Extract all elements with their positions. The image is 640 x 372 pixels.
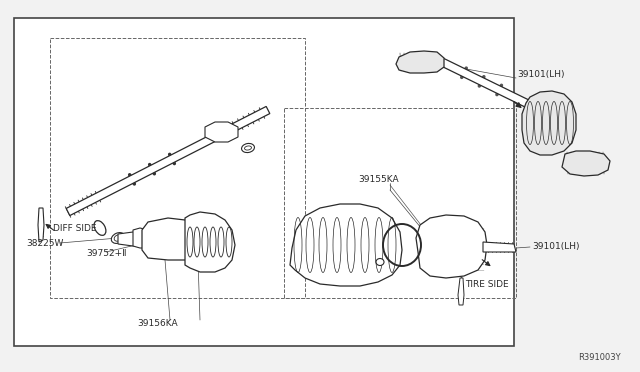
Text: 39752+Ⅱ: 39752+Ⅱ bbox=[86, 248, 127, 257]
Polygon shape bbox=[396, 51, 444, 73]
Bar bbox=[284, 108, 516, 298]
Ellipse shape bbox=[94, 221, 106, 235]
Polygon shape bbox=[562, 151, 610, 176]
Polygon shape bbox=[66, 106, 270, 215]
Text: DIFF SIDE: DIFF SIDE bbox=[53, 224, 97, 233]
Polygon shape bbox=[522, 91, 576, 155]
Text: 38225W: 38225W bbox=[26, 238, 63, 247]
Text: R391003Y: R391003Y bbox=[578, 353, 621, 362]
Polygon shape bbox=[290, 204, 402, 286]
Polygon shape bbox=[142, 218, 198, 260]
Ellipse shape bbox=[114, 235, 122, 241]
Polygon shape bbox=[133, 228, 154, 248]
Bar bbox=[50, 38, 305, 298]
Text: 39155KA: 39155KA bbox=[358, 176, 399, 185]
Polygon shape bbox=[458, 278, 464, 305]
Polygon shape bbox=[118, 232, 140, 246]
Ellipse shape bbox=[195, 253, 202, 259]
Polygon shape bbox=[38, 208, 44, 242]
Text: 39156KA: 39156KA bbox=[138, 318, 179, 327]
Polygon shape bbox=[205, 122, 238, 142]
Ellipse shape bbox=[241, 144, 255, 153]
Ellipse shape bbox=[111, 232, 125, 243]
Ellipse shape bbox=[376, 259, 384, 266]
Text: 39101(LH): 39101(LH) bbox=[517, 71, 564, 80]
Polygon shape bbox=[185, 212, 235, 272]
Bar bbox=[14, 18, 514, 346]
Polygon shape bbox=[416, 215, 487, 278]
Polygon shape bbox=[483, 242, 516, 252]
Text: 39101(LH): 39101(LH) bbox=[532, 243, 579, 251]
Text: TIRE SIDE: TIRE SIDE bbox=[465, 280, 509, 289]
Ellipse shape bbox=[244, 146, 252, 150]
Polygon shape bbox=[440, 58, 532, 109]
